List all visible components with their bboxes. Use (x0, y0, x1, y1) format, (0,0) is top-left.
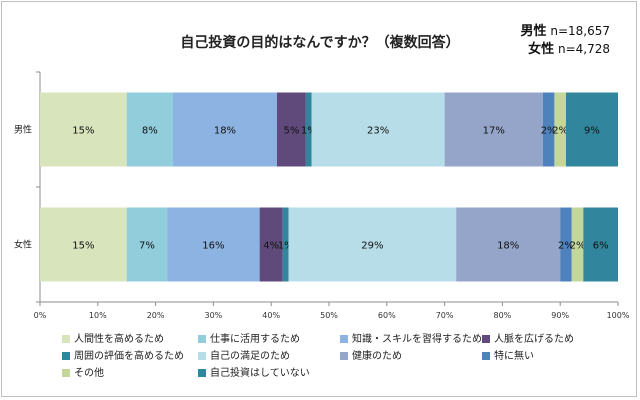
x-tick-label: 20% (147, 311, 165, 320)
bar-segment (456, 207, 561, 282)
legend-item: 健康のため (340, 347, 402, 362)
data-label: 2% (570, 241, 586, 252)
legend-swatch (198, 352, 206, 360)
data-label: 29% (361, 241, 383, 252)
x-tick-label: 90% (551, 311, 569, 320)
data-label: 18% (214, 126, 236, 137)
bar-segment (560, 207, 572, 282)
legend-label: 自己投資はしていない (210, 368, 310, 379)
legend-item: 人脈を広げるため (482, 330, 574, 345)
data-label: 5% (283, 126, 299, 137)
data-label: 15% (72, 126, 94, 137)
bar-segment (565, 92, 618, 167)
bar-segment (126, 92, 173, 167)
bar-segment (40, 207, 127, 282)
data-label: 8% (142, 126, 158, 137)
x-tick-label: 40% (262, 311, 280, 320)
legend-item: 自己の満足のため (198, 347, 290, 362)
data-label: 2% (541, 126, 557, 137)
legend-label: 知識・スキルを習得するため (352, 334, 482, 345)
bar-segment (305, 92, 312, 167)
sample-label: 女性 (528, 42, 555, 57)
bar-segment (259, 207, 283, 282)
legend-swatch (62, 352, 70, 360)
x-tick-label: 100% (607, 311, 630, 320)
bar-segment (554, 92, 566, 167)
legend-swatch (198, 335, 206, 343)
bar-segment (282, 207, 289, 282)
bar-segment (172, 92, 277, 167)
sample-size-female: 女性 n=4,728 (528, 38, 610, 57)
x-tick-label: 30% (205, 311, 223, 320)
data-label: 15% (72, 241, 94, 252)
bar-segment (571, 207, 584, 282)
legend-item: 自己投資はしていない (198, 364, 310, 379)
legend-item: 特に無い (482, 347, 534, 362)
legend-item: 周囲の評価を高めるため (62, 347, 184, 362)
x-tick-label: 10% (89, 311, 107, 320)
sample-size-male: 男性 n=18,657 (521, 20, 611, 39)
legend-item: その他 (62, 364, 104, 379)
legend-label: その他 (74, 368, 104, 379)
bar-segment (444, 92, 543, 167)
data-label: 1% (278, 241, 294, 252)
x-tick-label: 60% (378, 311, 396, 320)
data-label: 23% (367, 126, 389, 137)
chart-title: 自己投資の目的はなんですか？（複数回答） (180, 35, 460, 51)
legend-item: 人間性を高めるため (62, 330, 164, 345)
x-tick-label: 0% (34, 311, 47, 320)
x-tick-label: 70% (436, 311, 454, 320)
bar-segment (583, 207, 618, 282)
x-tick-label: 50% (320, 311, 338, 320)
legend-swatch (482, 335, 490, 343)
bar-segment (288, 207, 457, 282)
legend-label: 仕事に活用するため (210, 334, 300, 345)
data-label: 6% (593, 241, 609, 252)
legend-swatch (482, 352, 490, 360)
bar-segment (167, 207, 260, 282)
bar-segment (311, 92, 445, 167)
data-label: 2% (558, 241, 574, 252)
data-label: 7% (139, 241, 155, 252)
data-label: 4% (263, 241, 279, 252)
legend-swatch (198, 369, 206, 377)
category-label: 男性 (14, 124, 32, 136)
legend-label: 健康のため (352, 351, 402, 362)
legend-label: 人間性を高めるため (74, 334, 164, 345)
data-label: 1% (301, 126, 317, 137)
sample-value: n=4,728 (557, 42, 610, 56)
sample-label: 男性 (520, 24, 547, 39)
legend-swatch (62, 369, 70, 377)
data-label: 18% (497, 241, 519, 252)
data-label: 17% (483, 126, 505, 137)
category-label: 女性 (14, 239, 32, 251)
legend-label: 自己の満足のため (210, 351, 290, 362)
legend-item: 仕事に活用するため (198, 330, 300, 345)
bar-segment (542, 92, 555, 167)
x-tick-label: 80% (494, 311, 512, 320)
legend-swatch (62, 335, 70, 343)
data-label: 9% (584, 126, 600, 137)
bar-segment (126, 207, 168, 282)
legend-label: 人脈を広げるため (494, 334, 574, 345)
legend-swatch (340, 335, 348, 343)
legend-label: 周囲の評価を高めるため (74, 351, 184, 362)
legend-label: 特に無い (494, 351, 534, 362)
sample-value: n=18,657 (550, 24, 610, 38)
bar-segment (276, 92, 306, 167)
bar-segment (40, 92, 127, 167)
data-label: 16% (202, 241, 224, 252)
legend-item: 知識・スキルを習得するため (340, 330, 482, 345)
data-label: 2% (552, 126, 568, 137)
legend-swatch (340, 352, 348, 360)
